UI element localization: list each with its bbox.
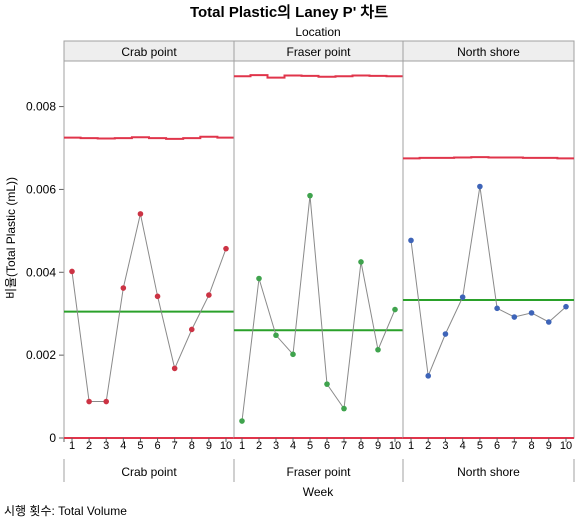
- x-group-label: North shore: [457, 465, 520, 479]
- x-tick-label: 6: [324, 440, 330, 452]
- x-group-label: Crab point: [121, 465, 177, 479]
- data-point: [477, 183, 483, 190]
- x-axis-label: Week: [303, 485, 334, 499]
- data-point: [459, 294, 466, 300]
- panel-fraser-point: Fraser point 1 2 3 4 5 6 7 8 9 10 Fraser point: [233, 40, 404, 482]
- data-point: [511, 314, 518, 320]
- data-point: [188, 326, 195, 333]
- x-tick-label: 10: [389, 440, 401, 452]
- x-tick-label: 7: [511, 440, 517, 452]
- footnote: 시행 횟수: Total Volume: [4, 503, 127, 518]
- x-tick-label: 3: [273, 440, 279, 452]
- y-tick-label: 0.006: [26, 182, 56, 196]
- data-point: [442, 331, 449, 337]
- x-tick-label: 4: [120, 440, 126, 452]
- x-tick-label: 2: [256, 440, 262, 452]
- x-tick-label: 3: [103, 440, 109, 452]
- data-point: [103, 398, 110, 405]
- y-axis-label: 비율(Total Plastic (mL)): [4, 177, 18, 299]
- data-point: [171, 365, 178, 372]
- data-point: [290, 351, 296, 358]
- data-point: [563, 303, 569, 310]
- panel-frame: [63, 60, 235, 439]
- x-tick-label: 1: [239, 440, 245, 452]
- x-tick-label: 5: [307, 440, 313, 452]
- data-point: [528, 310, 535, 316]
- x-tick-label: 2: [425, 440, 431, 452]
- data-point: [256, 275, 262, 282]
- data-point: [307, 192, 313, 199]
- data-point: [408, 237, 414, 244]
- x-tick-label: 9: [546, 440, 552, 452]
- data-point: [425, 373, 432, 379]
- y-tick-label: 0.008: [26, 100, 56, 114]
- ucl-line: [403, 156, 574, 160]
- x-group-label: Fraser point: [286, 465, 351, 479]
- panel-group-label: Location: [295, 25, 340, 39]
- y-tick-label: 0.002: [26, 348, 56, 362]
- x-tick-label: 5: [137, 440, 143, 452]
- x-tick-label: 9: [375, 440, 381, 452]
- x-tick-label: 5: [477, 440, 483, 452]
- data-point: [154, 293, 161, 300]
- chart-title: Total Plastic의 Laney P' 차트: [190, 3, 388, 21]
- panel-north-shore: North shore 1 2 3 4 5 6 7 8 9 10 North shore: [402, 40, 575, 482]
- ucl-line: [64, 135, 234, 140]
- panel-header-label: North shore: [457, 45, 520, 59]
- data-point: [392, 306, 398, 313]
- series-line: [241, 195, 396, 422]
- x-tick-label: 8: [358, 440, 364, 452]
- x-tick-label: 7: [172, 440, 178, 452]
- ucl-line: [234, 74, 403, 79]
- x-tick-label: 3: [442, 440, 448, 452]
- panel-header-label: Fraser point: [286, 45, 351, 59]
- y-tick-label: 0.004: [26, 265, 56, 279]
- panel-header-label: Crab point: [121, 45, 177, 59]
- x-tick-label: 8: [528, 440, 534, 452]
- x-tick-label: 7: [341, 440, 347, 452]
- data-point: [223, 245, 229, 252]
- x-tick-label: 9: [206, 440, 212, 452]
- data-point: [69, 268, 75, 275]
- panel-frame: [233, 60, 404, 439]
- x-tick-label: 4: [460, 440, 466, 452]
- data-point: [341, 405, 347, 412]
- x-tick-label: 8: [189, 440, 195, 452]
- x-tick-label: 1: [408, 440, 414, 452]
- data-point: [375, 346, 381, 353]
- data-point: [358, 259, 364, 265]
- series-line: [71, 213, 227, 402]
- data-point: [239, 418, 245, 424]
- data-point: [324, 381, 330, 387]
- x-tick-label: 4: [290, 440, 296, 452]
- data-point: [273, 332, 279, 339]
- data-point: [120, 285, 127, 291]
- x-tick-label: 6: [494, 440, 500, 452]
- data-point: [545, 319, 552, 325]
- data-point: [494, 305, 500, 312]
- data-point: [206, 292, 212, 298]
- x-tick-label: 6: [154, 440, 160, 452]
- x-tick-label: 2: [86, 440, 92, 452]
- x-tick-label: 10: [560, 440, 572, 452]
- y-tick-label: 0: [49, 431, 56, 445]
- series-line: [410, 186, 567, 378]
- data-point: [137, 211, 144, 217]
- x-tick-label: 10: [220, 440, 232, 452]
- x-tick-label: 1: [69, 440, 75, 452]
- data-point: [86, 398, 92, 405]
- panel-crab-point: Crab point 1 2 3 4 5 6 7 8 9 10 Crab point: [63, 40, 235, 482]
